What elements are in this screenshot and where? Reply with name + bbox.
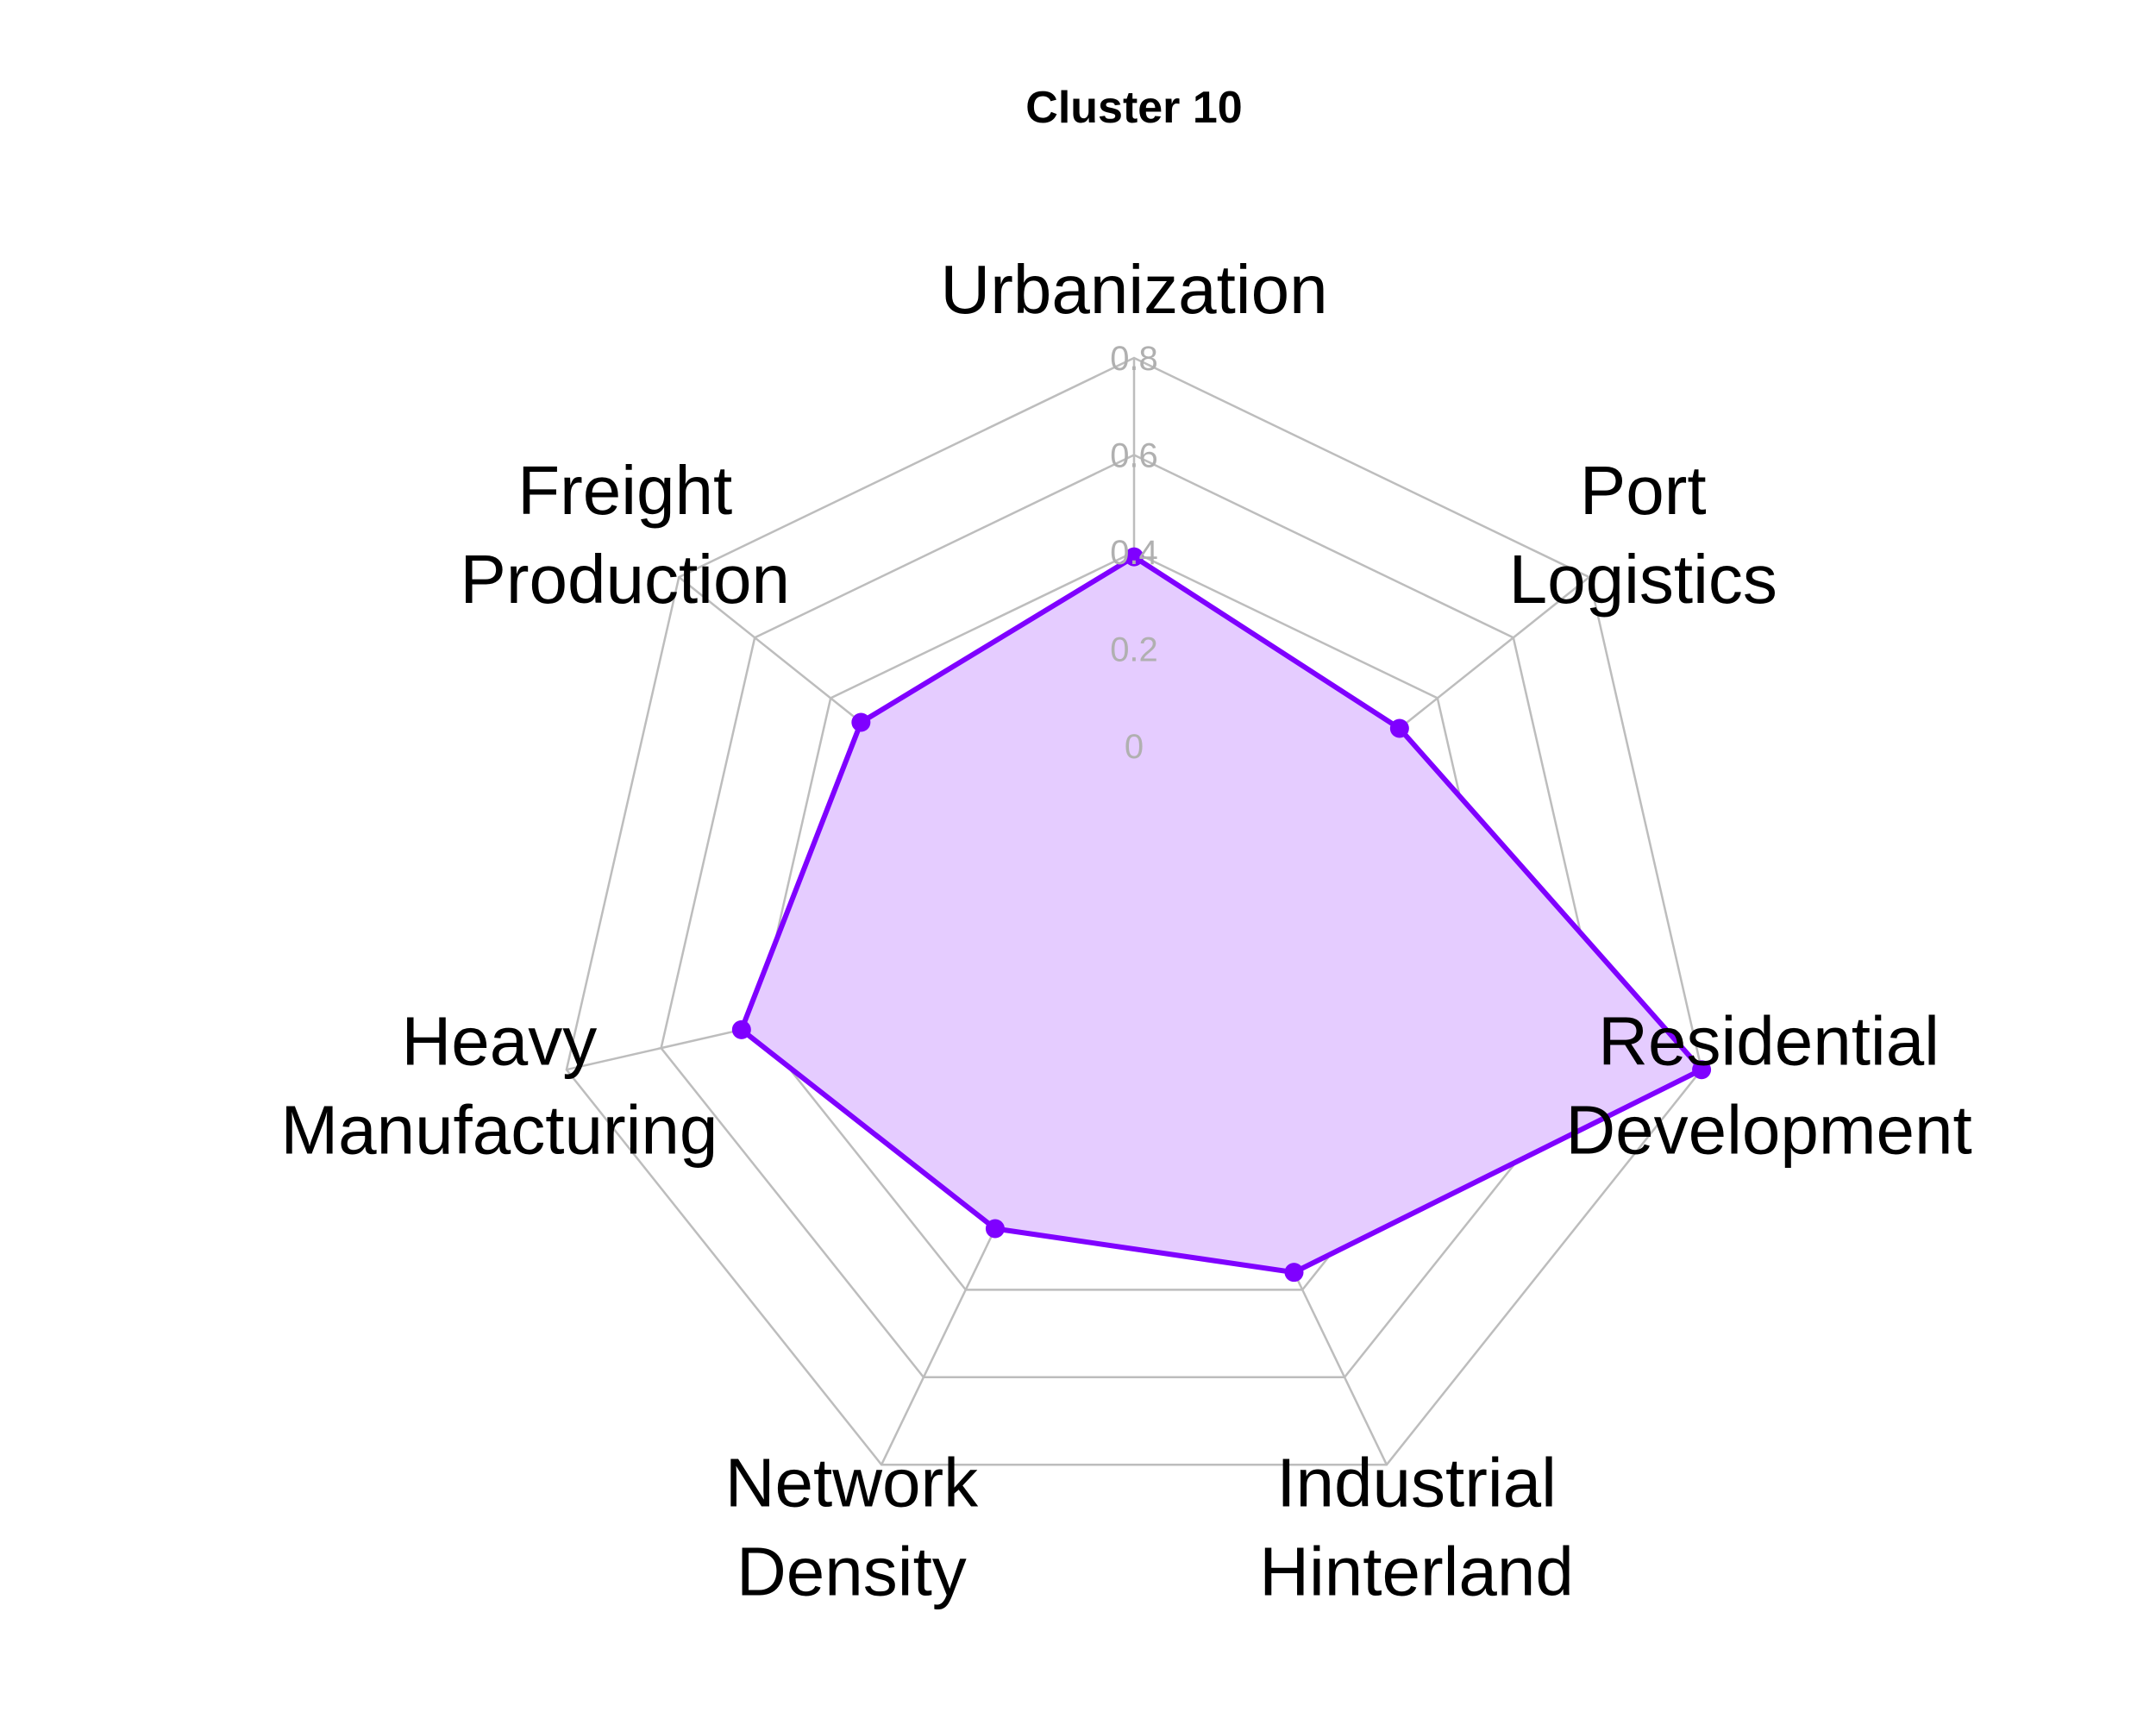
axis-label-0: Urbanization bbox=[940, 251, 1327, 328]
axis-label-3: Industrial Hinterland bbox=[1259, 1445, 1574, 1610]
axis-label-2: Residential Development bbox=[1565, 1003, 1971, 1169]
tick-label: 0.4 bbox=[1110, 534, 1158, 572]
data-point-3 bbox=[1284, 1263, 1304, 1283]
data-point-4 bbox=[985, 1219, 1005, 1239]
data-point-6 bbox=[851, 712, 871, 732]
axis-label-1: Port Logistics bbox=[1509, 452, 1777, 618]
axis-label-5: Heavy Manufacturing bbox=[280, 1003, 718, 1169]
grid-ring-3 bbox=[754, 550, 1514, 1291]
axis-label-4: Network Density bbox=[725, 1445, 979, 1610]
series-area bbox=[741, 556, 1702, 1273]
radar-tick-labels: 0 0.2 0.4 0.6 0.8 bbox=[1110, 340, 1158, 766]
data-point-1 bbox=[1389, 718, 1409, 738]
grid-ring-4 bbox=[660, 454, 1608, 1379]
data-point-0 bbox=[1125, 547, 1144, 567]
tick-label: 0.8 bbox=[1110, 340, 1158, 378]
data-point-2 bbox=[1692, 1060, 1712, 1080]
tick-label: 0.2 bbox=[1110, 631, 1158, 669]
tick-label: 0 bbox=[1125, 728, 1144, 766]
tick-label: 0.6 bbox=[1110, 437, 1158, 475]
data-point-5 bbox=[731, 1019, 751, 1039]
radar-series bbox=[731, 547, 1712, 1283]
radar-axis-labels: Urbanization Port Logistics Residential Deve… bbox=[280, 251, 1971, 1610]
axis-label-6: Freight Production bbox=[460, 452, 789, 618]
chart-title: Cluster 10 bbox=[1025, 83, 1242, 133]
grid-ring-5 bbox=[565, 356, 1703, 1466]
series-line bbox=[738, 554, 1705, 1276]
